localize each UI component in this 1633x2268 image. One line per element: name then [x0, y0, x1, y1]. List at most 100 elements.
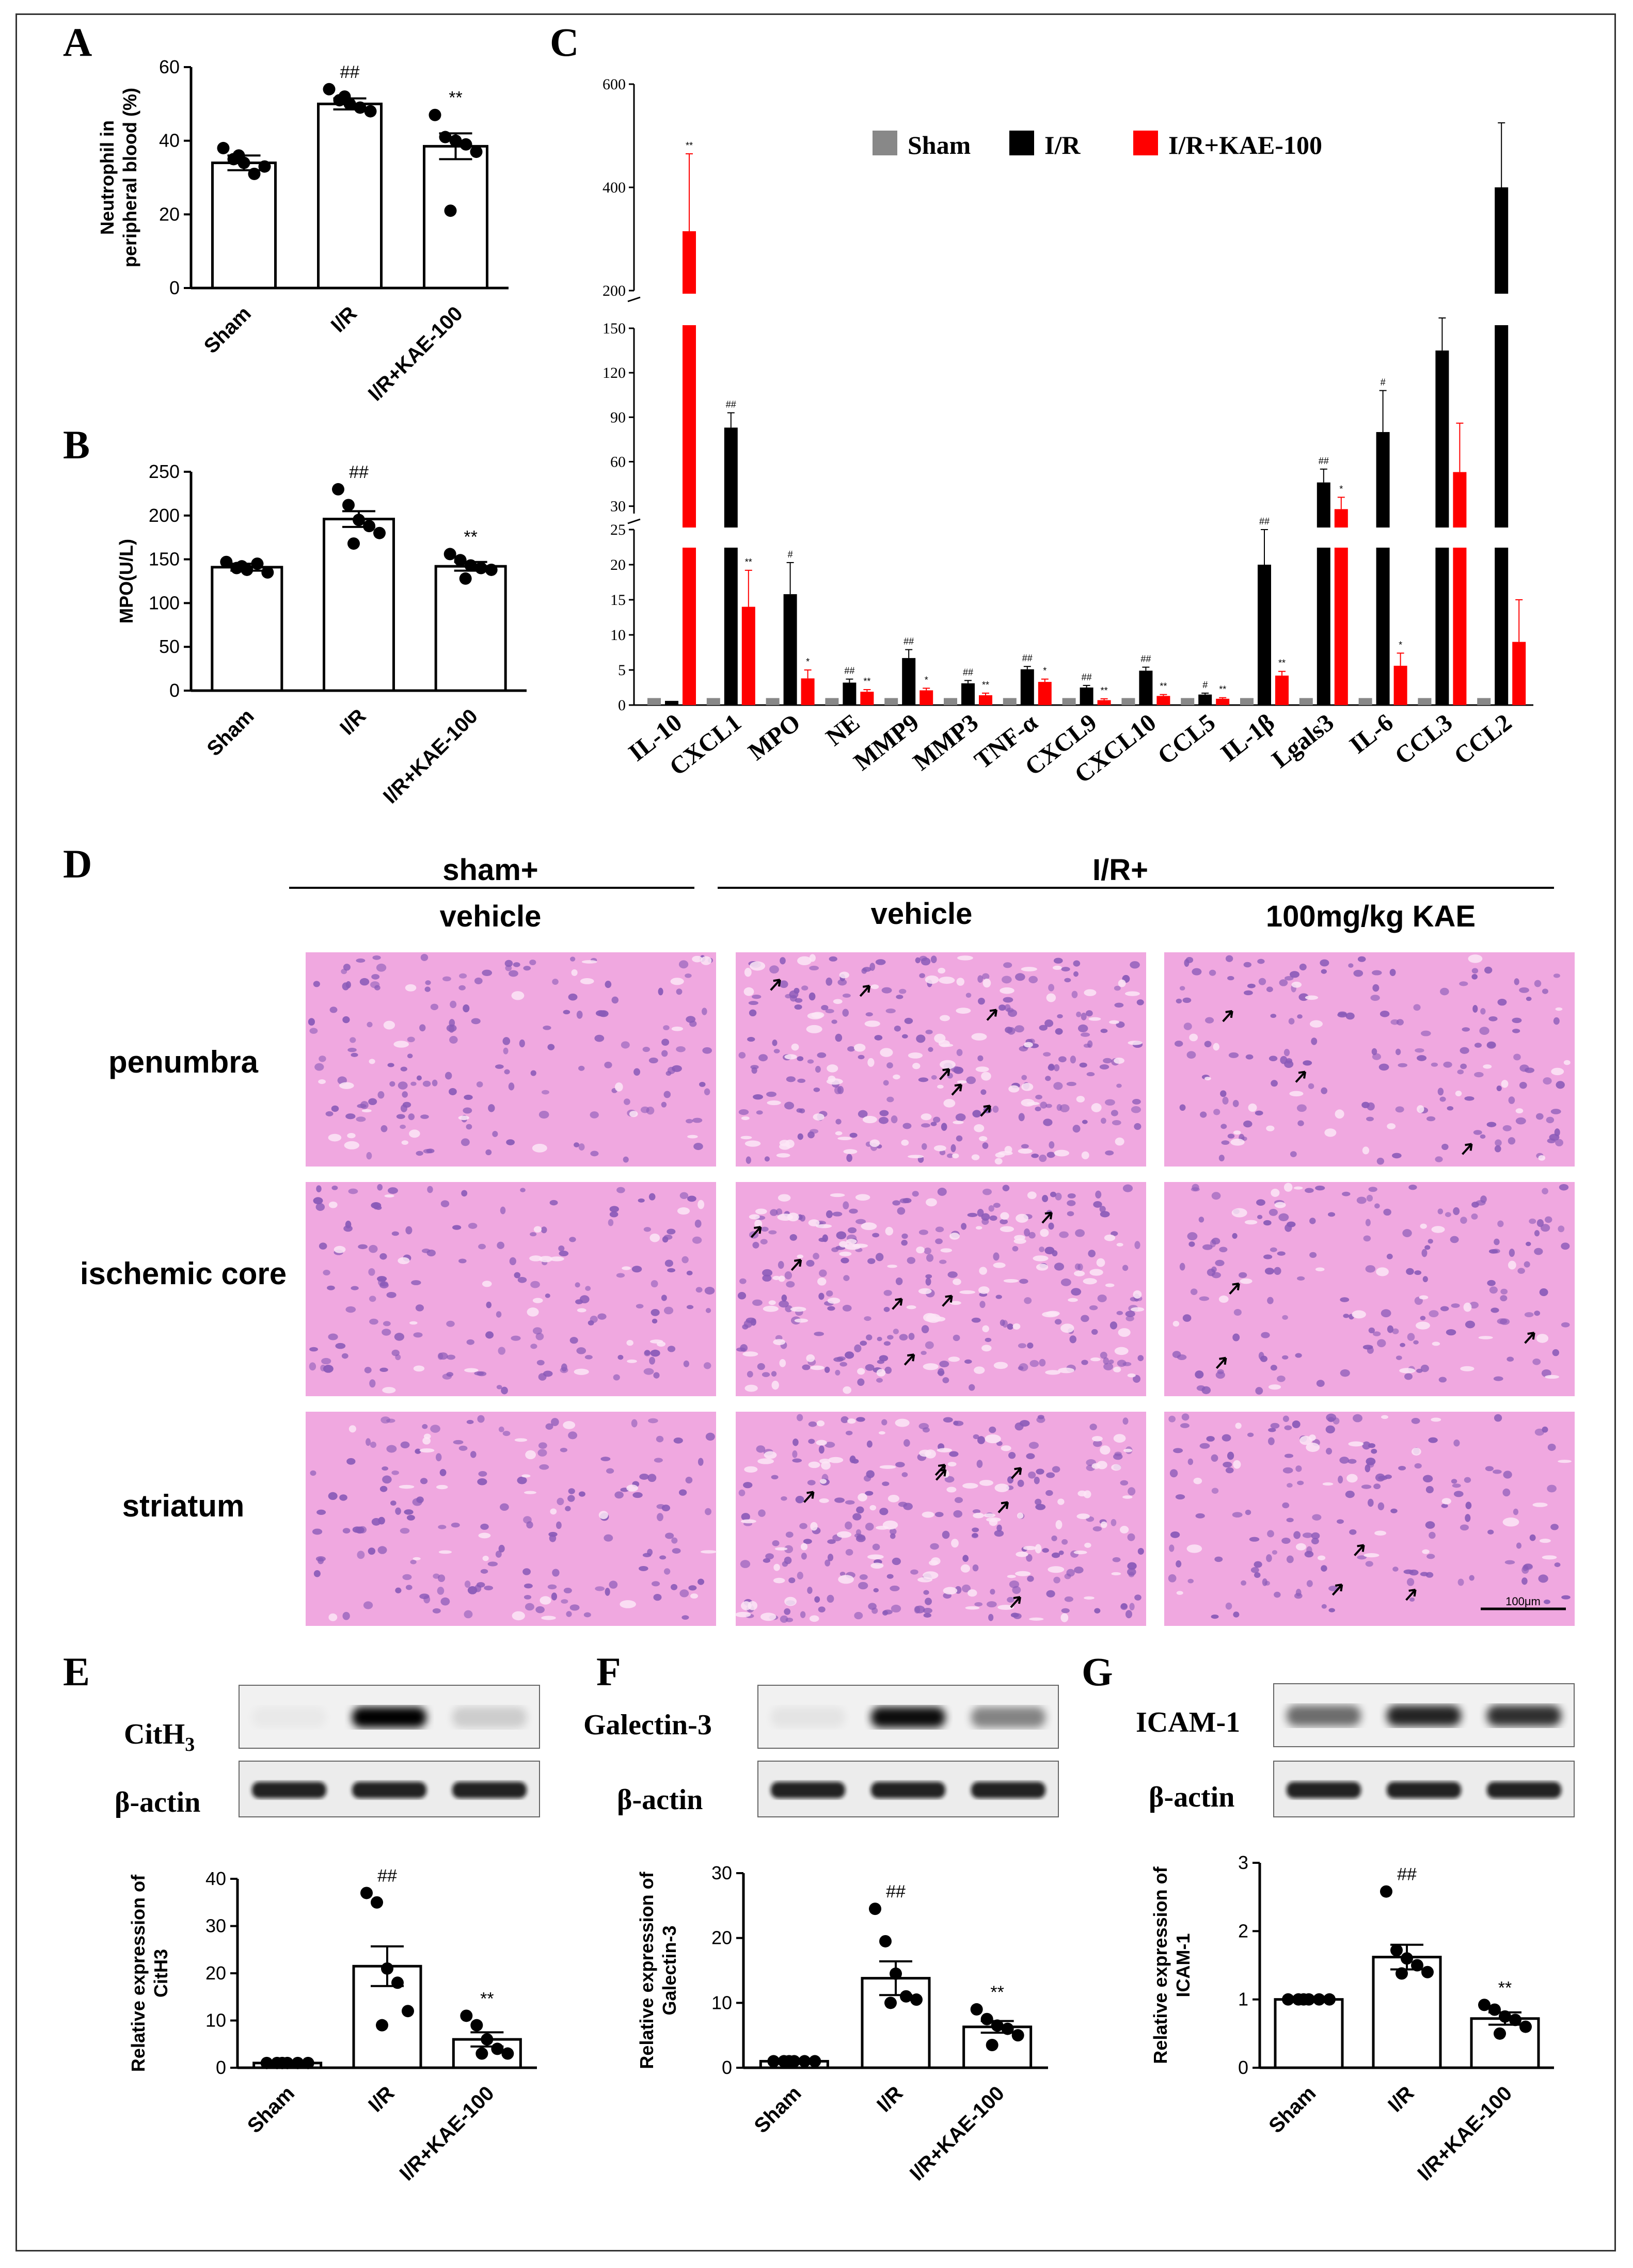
cell-nucleus	[1095, 1190, 1102, 1199]
vacuole	[1322, 1482, 1334, 1486]
bar-i-r	[1139, 670, 1153, 705]
cell-nucleus	[387, 1063, 394, 1067]
cell-nucleus	[704, 1088, 710, 1095]
cell-nucleus	[1254, 1561, 1262, 1568]
vacuole	[923, 1571, 939, 1579]
cell-nucleus	[865, 1364, 875, 1371]
cell-nucleus	[1381, 1309, 1391, 1318]
vacuole	[800, 1543, 808, 1551]
vacuole	[1000, 987, 1014, 994]
cell-nucleus	[1396, 1019, 1404, 1026]
panel-letter-e: E	[63, 1649, 90, 1694]
cell-nucleus	[1220, 1090, 1227, 1097]
arrow-icon	[770, 979, 781, 991]
cell-nucleus	[561, 1599, 568, 1604]
arrow-icon	[951, 1083, 962, 1096]
cell-nucleus	[835, 1119, 842, 1125]
cell-nucleus	[312, 1528, 323, 1535]
vacuole	[1508, 1260, 1516, 1270]
vacuole	[857, 1368, 865, 1375]
cell-nucleus	[642, 1046, 650, 1052]
cell-nucleus	[376, 963, 387, 972]
cell-nucleus	[1534, 1230, 1540, 1237]
cell-nucleus	[1487, 1529, 1494, 1535]
cell-nucleus	[953, 1066, 963, 1074]
cell-nucleus	[560, 1367, 568, 1373]
cell-nucleus	[1371, 1448, 1377, 1454]
cell-nucleus	[1036, 1468, 1044, 1475]
cell-nucleus	[692, 1117, 703, 1123]
vacuole	[784, 1596, 797, 1606]
cell-nucleus	[643, 1368, 654, 1375]
cell-nucleus	[1494, 1238, 1500, 1245]
data-point	[402, 2005, 414, 2018]
vacuole	[1128, 1041, 1143, 1045]
data-point	[1509, 2014, 1521, 2026]
x-tick-label: I/R+KAE-100	[906, 2082, 1009, 2185]
cell-nucleus	[1232, 1333, 1240, 1341]
cell-nucleus	[315, 1203, 325, 1211]
vacuole	[901, 1139, 909, 1146]
cell-nucleus	[1243, 962, 1252, 968]
figure-frame	[15, 13, 1616, 2251]
data-point	[354, 101, 367, 114]
cell-nucleus	[537, 1449, 547, 1457]
vacuole	[1538, 1155, 1546, 1161]
bar-sham	[1003, 698, 1017, 705]
cell-nucleus	[1357, 1555, 1367, 1560]
cell-nucleus	[1127, 1568, 1136, 1576]
cell-nucleus	[1113, 1453, 1123, 1460]
cell-nucleus	[747, 1036, 755, 1042]
vacuole	[1295, 1543, 1306, 1551]
cell-nucleus	[1255, 1110, 1263, 1116]
vacuole	[580, 978, 594, 984]
cell-nucleus	[808, 992, 816, 1001]
vacuole	[773, 1339, 786, 1345]
cell-nucleus	[1280, 1056, 1288, 1064]
cell-nucleus	[972, 1110, 981, 1118]
vacuole	[1096, 1258, 1105, 1267]
cell-nucleus	[327, 1285, 335, 1290]
cell-nucleus	[663, 1306, 674, 1315]
cell-nucleus	[1179, 1263, 1185, 1271]
cell-nucleus	[875, 1253, 884, 1261]
micrograph-striatum-col1	[306, 1412, 717, 1626]
cell-nucleus	[1127, 1533, 1135, 1541]
cell-nucleus	[1225, 1602, 1232, 1610]
vacuole	[1003, 1279, 1019, 1283]
cell-nucleus	[1407, 1333, 1415, 1341]
cell-nucleus	[858, 1110, 868, 1118]
bar-axis-break	[681, 528, 697, 548]
cell-nucleus	[1266, 1554, 1272, 1562]
cell-nucleus	[1342, 1191, 1351, 1196]
cell-nucleus	[1080, 1032, 1090, 1037]
cell-nucleus	[752, 1241, 759, 1249]
cell-nucleus	[575, 1299, 583, 1304]
cell-nucleus	[800, 1215, 806, 1222]
vacuole	[994, 1483, 1009, 1492]
y-tick-label: 150	[603, 320, 626, 337]
cell-nucleus	[667, 1066, 676, 1074]
y-axis-label-line1: Neutrophil in	[97, 120, 118, 235]
cell-nucleus	[903, 1503, 913, 1510]
significance-mark: **	[464, 527, 477, 547]
cell-nucleus	[842, 1009, 849, 1017]
cell-nucleus	[1069, 1335, 1076, 1344]
cell-nucleus	[364, 1367, 372, 1373]
cell-nucleus	[771, 1371, 777, 1377]
cell-nucleus	[849, 1208, 858, 1214]
cell-nucleus	[1480, 1134, 1486, 1139]
bar-sham	[647, 698, 661, 705]
cell-nucleus	[925, 1274, 932, 1279]
x-tick-label: MMP3	[908, 709, 984, 776]
cell-nucleus	[661, 1101, 667, 1108]
vacuole	[1123, 1448, 1133, 1452]
significance-mark: ##	[1397, 1865, 1417, 1884]
bar-i-r-kae-100	[979, 695, 992, 705]
vacuole	[870, 1562, 884, 1569]
cell-nucleus	[1534, 1311, 1541, 1316]
vacuole	[885, 1226, 894, 1236]
vacuole	[790, 1306, 806, 1312]
cell-nucleus	[532, 1327, 543, 1335]
cell-nucleus	[530, 1232, 537, 1237]
